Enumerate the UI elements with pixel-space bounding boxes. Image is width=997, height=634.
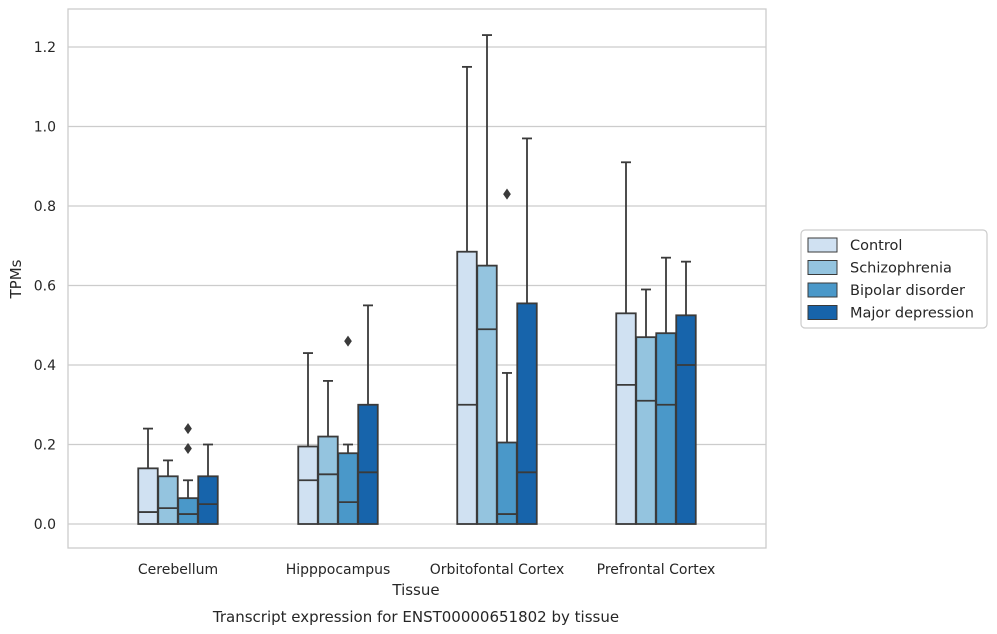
x-axis-title: Tissue [391,581,439,599]
y-tick-label: 1.0 [34,120,56,136]
plot-frame [67,8,767,549]
box [317,435,339,525]
grid-lines [68,46,766,525]
chart-title: Transcript expression for ENST0000065180… [212,608,619,626]
legend-swatch [807,305,838,320]
box-0-3 [197,443,219,525]
legend-item: Major depression [807,305,974,322]
legend-swatch [807,260,838,275]
box [635,336,657,525]
outlier-point [344,335,352,347]
legend: Control Schizophrenia Bipolar disorder Majo… [800,229,988,329]
box [456,250,478,525]
legend-item: Bipolar disorder [807,282,965,299]
box [337,452,359,525]
box [157,475,179,525]
x-tick-label: Hipppocampus [286,562,391,578]
box [476,264,498,525]
legend-items: Control Schizophrenia Bipolar disorder Majo… [807,237,974,322]
y-tick-label: 0.0 [34,517,56,533]
legend-frame [800,229,988,329]
box-2-1 [476,34,498,525]
box-3-1 [635,288,657,525]
legend-label: Control [850,238,902,254]
box-1-3 [357,304,379,525]
legend-swatch [807,282,838,298]
y-tick-label: 1.2 [34,40,56,56]
box [137,467,159,525]
box [615,312,637,525]
x-tick-label: Orbitofontal Cortex [430,562,565,578]
box [496,441,518,525]
box-0-0 [137,427,159,525]
outlier-point [184,423,192,435]
box-1-0 [297,352,319,525]
legend-item: Schizophrenia [807,260,952,277]
box-3-3 [675,260,697,525]
legend-label: Schizophrenia [850,261,952,277]
y-tick-labels: 0.0 0.2 0.4 0.6 0.8 1.0 1.2 [34,40,56,533]
box [297,445,319,525]
box-0-2 [177,423,199,525]
box-plots [137,34,697,525]
y-axis-title: TPMs [7,259,25,299]
box [675,314,697,525]
y-tick-label: 0.6 [34,279,56,295]
box [655,332,677,525]
box [177,497,199,525]
x-tick-label: Prefrontal Cortex [597,562,716,578]
box [516,302,538,525]
box [197,475,219,525]
box-0-1 [157,459,179,525]
box [357,403,379,525]
outlier-point [184,442,192,454]
y-tick-label: 0.2 [34,438,56,454]
x-tick-label: Cerebellum [138,562,218,578]
legend-swatch [807,237,838,253]
box-3-2 [655,256,677,525]
box-1-2 [337,335,359,525]
y-tick-label: 0.4 [34,358,56,374]
outlier-point [503,188,511,200]
box-1-1 [317,379,339,525]
box-2-3 [516,137,538,525]
legend-label: Major depression [850,306,974,322]
y-tick-label: 0.8 [34,199,56,215]
box-2-0 [456,65,478,525]
legend-label: Bipolar disorder [850,283,965,299]
x-tick-labels: Cerebellum Hipppocampus Orbitofontal Corte… [138,562,715,578]
legend-item: Control [807,237,902,254]
box-3-0 [615,161,637,525]
box-2-2 [496,188,518,525]
